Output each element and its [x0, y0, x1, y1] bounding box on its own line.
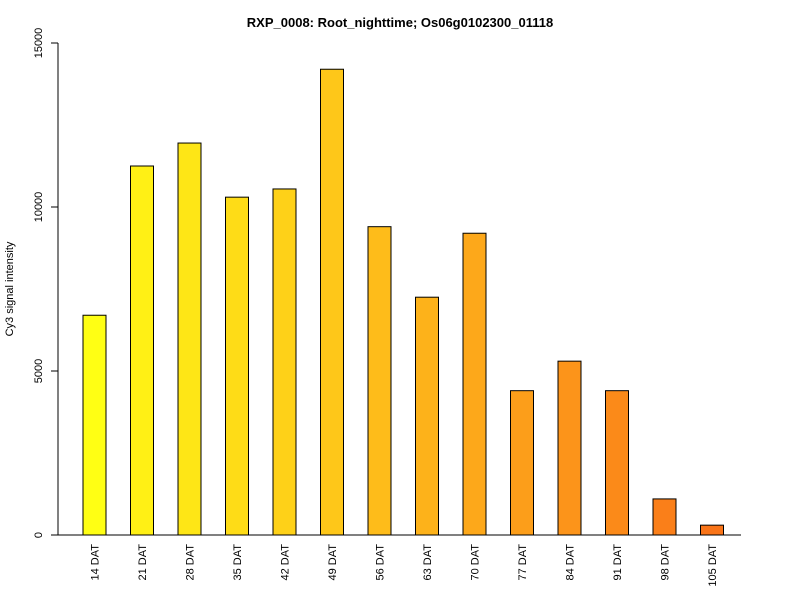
x-tick-label: 91 DAT [612, 544, 624, 581]
bar-35-dat [225, 196, 249, 536]
y-axis: 0 5000 10000 15000 [33, 28, 59, 538]
y-tick-label: 0 [33, 532, 45, 538]
chart-title: RXP_0008: Root_nighttime; Os06g0102300_0… [247, 15, 553, 30]
x-tick-label: 28 DAT [185, 544, 197, 581]
bar-28-dat [177, 142, 202, 536]
x-tick-label: 105 DAT [707, 544, 719, 587]
bar-98-dat [652, 498, 677, 536]
x-tick-label: 21 DAT [137, 544, 149, 581]
bar-14-dat [82, 314, 107, 536]
x-tick-label: 14 DAT [90, 544, 102, 581]
bar-63-dat [415, 296, 439, 536]
y-tick-label: 5000 [33, 359, 45, 383]
x-tick-label: 42 DAT [280, 544, 292, 581]
x-tick-label: 49 DAT [327, 544, 339, 581]
bar-105-dat [700, 524, 724, 536]
bar-77-dat [510, 390, 534, 536]
x-tick-labels: 14 DAT 21 DAT 28 DAT 35 DAT 42 DAT 49 DAT 56 D… [90, 544, 720, 587]
x-tick-label: 35 DAT [232, 544, 244, 581]
bar-91-dat [605, 390, 629, 536]
bar-56-dat [367, 226, 392, 536]
x-tick-label: 77 DAT [517, 544, 529, 581]
x-tick-label: 70 DAT [470, 544, 482, 581]
bar-84-dat [557, 360, 582, 536]
y-tick-label: 15000 [33, 28, 45, 59]
y-tick-label: 10000 [33, 192, 45, 223]
bar-49-dat [320, 68, 344, 536]
x-tick-label: 84 DAT [565, 544, 577, 581]
bar-70-dat [462, 232, 487, 536]
bar-21-dat [130, 165, 154, 536]
bar-42-dat [272, 188, 297, 536]
bars-group [82, 68, 724, 536]
x-tick-label: 98 DAT [660, 544, 672, 581]
x-tick-label: 56 DAT [375, 544, 387, 581]
x-tick-label: 63 DAT [422, 544, 434, 581]
y-axis-label: Cy3 signal intensity [4, 241, 16, 336]
